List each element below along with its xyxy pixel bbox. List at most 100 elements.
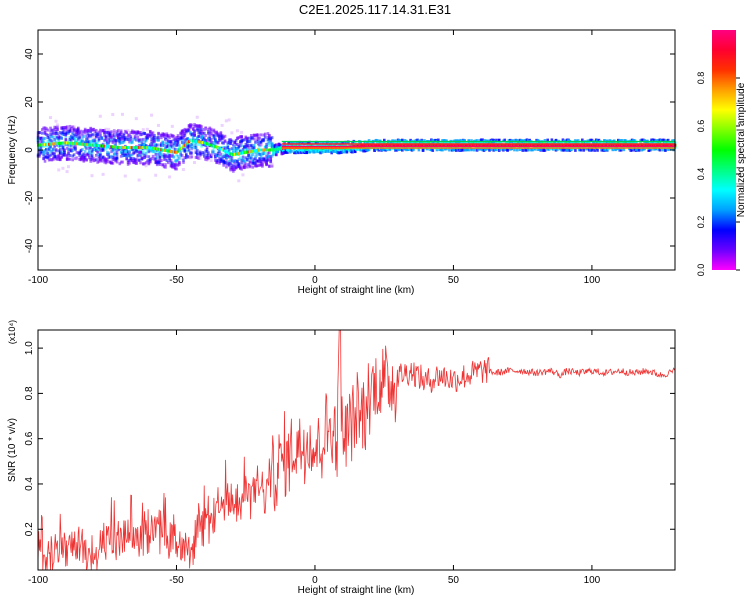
heatmap-cell: [345, 150, 349, 154]
heatmap-cell: [216, 151, 220, 155]
heatmap-ridge-cell: [536, 143, 540, 147]
heatmap-cell: [259, 140, 263, 144]
heatmap-cell: [115, 132, 119, 136]
x-tick-label: -100: [28, 275, 48, 286]
heatmap-cell: [661, 138, 664, 142]
heatmap-cell: [464, 141, 468, 145]
x-tick-label: 50: [448, 275, 460, 286]
heatmap-ridge-cell: [611, 143, 614, 147]
heatmap-ridge-cell: [525, 143, 529, 147]
heatmap-cell: [169, 142, 173, 146]
heatmap-cell: [200, 132, 203, 136]
heatmap-cell: [546, 147, 549, 151]
heatmap-cell: [119, 131, 123, 135]
heatmap-cell: [305, 144, 309, 148]
heatmap-cell: [247, 153, 250, 157]
heatmap-cell: [266, 154, 270, 158]
heatmap-cell: [137, 140, 141, 144]
heatmap-cell: [107, 137, 111, 141]
heatmap-cell: [292, 151, 296, 155]
heatmap-ridge-cell: [574, 143, 577, 147]
heatmap-cell: [641, 147, 645, 151]
heatmap-cell: [38, 131, 41, 135]
heatmap-cell: [179, 132, 183, 136]
heatmap-cell: [135, 132, 138, 136]
heatmap-cell: [200, 144, 203, 148]
heatmap-cell: [104, 157, 108, 161]
heatmap-cell: [277, 142, 281, 146]
heatmap-cell: [94, 128, 98, 132]
heatmap-ridge-cell: [204, 141, 207, 145]
heatmap-cell: [147, 133, 151, 137]
heatmap-cell: [247, 143, 250, 147]
heatmap-ridge-cell: [556, 143, 559, 147]
heatmap-ridge-cell: [100, 144, 103, 148]
heatmap-ridge-cell: [135, 146, 138, 150]
heatmap-ridge-cell: [457, 143, 461, 147]
heatmap-cell: [83, 127, 87, 131]
heatmap-ridge-cell: [219, 147, 222, 151]
heatmap-cell: [295, 141, 299, 145]
heatmap-ridge-cell: [199, 140, 202, 144]
heatmap-cell: [668, 141, 671, 145]
heatmap-cell: [98, 114, 102, 118]
heatmap-cell: [128, 133, 131, 137]
heatmap-ridge-cell: [664, 143, 667, 147]
heatmap-cell: [101, 147, 105, 151]
heatmap-cell: [83, 145, 87, 149]
heatmap-ridge-cell: [158, 148, 162, 152]
heatmap-cell: [430, 148, 433, 152]
heatmap-cell: [196, 149, 199, 153]
heatmap-cell: [96, 134, 99, 138]
heatmap-cell: [58, 148, 62, 152]
heatmap-cell: [160, 159, 163, 163]
heatmap-cell: [112, 134, 116, 138]
heatmap-ridge-cell: [647, 143, 650, 147]
heatmap-ridge-cell: [395, 143, 398, 147]
heatmap-cell: [222, 135, 225, 139]
heatmap-cell: [166, 161, 170, 165]
heatmap-cell: [274, 153, 278, 157]
heatmap-cell: [237, 165, 241, 169]
heatmap-cell: [178, 156, 181, 160]
heatmap-cell: [107, 151, 111, 155]
heatmap-cell: [182, 132, 185, 136]
heatmap-cell: [623, 139, 627, 143]
heatmap-cell: [268, 164, 271, 168]
heatmap-cell: [67, 143, 70, 147]
heatmap-ridge-cell: [543, 143, 547, 147]
heatmap-cell: [106, 160, 109, 164]
heatmap-cell: [431, 148, 435, 152]
heatmap-cell: [201, 134, 205, 138]
heatmap-cell: [250, 156, 253, 160]
heatmap-ridge-cell: [273, 148, 276, 152]
heatmap-cell: [261, 152, 264, 156]
heatmap-cell: [255, 153, 259, 157]
heatmap-cell: [48, 116, 52, 120]
heatmap-cell: [286, 148, 289, 152]
heatmap-ridge-cell: [46, 142, 49, 146]
heatmap-cell: [269, 157, 273, 161]
heatmap-cell: [481, 138, 484, 142]
heatmap-cell: [306, 141, 310, 145]
heatmap-ridge-cell: [665, 143, 668, 147]
heatmap-cell: [96, 146, 99, 150]
heatmap-cell: [155, 161, 159, 165]
heatmap-cell: [650, 138, 653, 142]
heatmap-cell: [254, 155, 257, 159]
heatmap-ridge-cell: [139, 146, 142, 150]
heatmap-cell: [256, 160, 260, 164]
heatmap-ridge-cell: [640, 143, 643, 147]
heatmap-cell: [130, 153, 134, 157]
heatmap-cell: [569, 141, 573, 145]
heatmap-ridge-cell: [383, 143, 386, 147]
heatmap-cell: [121, 148, 124, 152]
heatmap-cell: [68, 137, 72, 141]
heatmap-cell: [536, 138, 540, 142]
heatmap-cell: [57, 149, 61, 153]
heatmap-ridge-cell: [408, 143, 411, 147]
heatmap-ridge-cell: [603, 143, 606, 147]
heatmap-ridge-cell: [200, 140, 203, 144]
heatmap-cell: [142, 150, 145, 154]
heatmap-cell: [96, 149, 99, 153]
